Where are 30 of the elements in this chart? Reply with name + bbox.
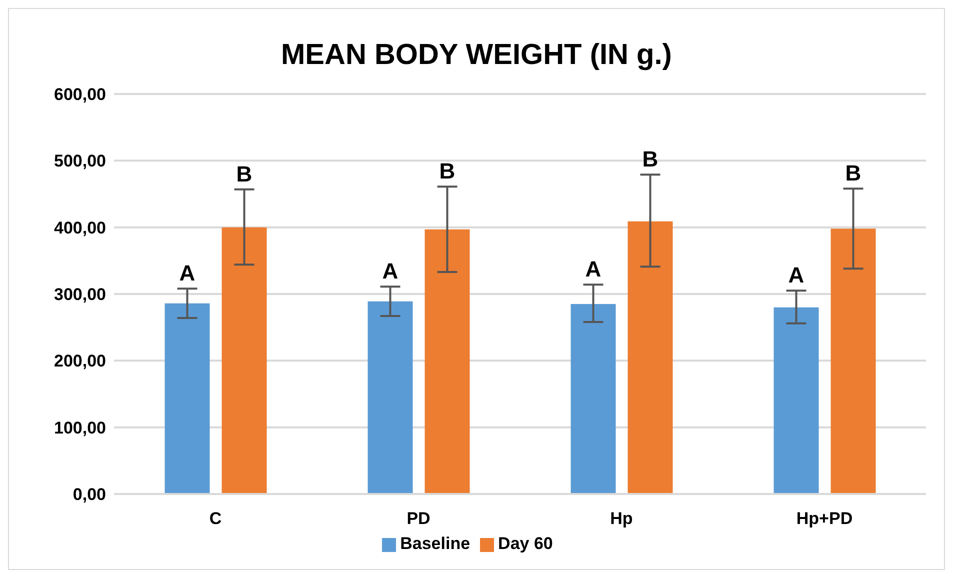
y-tick-label: 200,00 (54, 352, 106, 371)
y-tick-label: 0,00 (72, 485, 106, 504)
data-label: A (382, 258, 398, 284)
data-label: A (585, 256, 602, 282)
data-label: B (236, 161, 252, 186)
y-tick-label: 100,00 (54, 418, 106, 438)
y-tick-label: 300,00 (54, 285, 106, 304)
bar (628, 221, 673, 494)
bar (164, 303, 210, 494)
data-label: A (179, 260, 196, 286)
bar (368, 301, 413, 494)
y-tick-label: 600,00 (54, 85, 106, 104)
y-tick-label: 500,00 (54, 152, 106, 171)
legend-label: Day 60 (498, 534, 553, 553)
bar (774, 307, 819, 494)
data-label: A (788, 262, 804, 288)
bar (222, 227, 267, 494)
bar (424, 229, 470, 494)
data-label: B (642, 146, 658, 172)
x-tick-label: PD (406, 509, 430, 528)
y-tick-label: 400,00 (54, 218, 106, 238)
x-tick-label: C (209, 509, 222, 528)
bar (830, 228, 876, 494)
chart-title: MEAN BODY WEIGHT (IN g.) (280, 39, 673, 73)
legend-label: Baseline (400, 534, 470, 553)
x-tick-label: Hp (610, 509, 633, 528)
bar (570, 304, 616, 494)
x-tick-label: Hp+PD (796, 509, 853, 528)
data-label: B (439, 158, 456, 184)
data-label: B (845, 160, 862, 186)
